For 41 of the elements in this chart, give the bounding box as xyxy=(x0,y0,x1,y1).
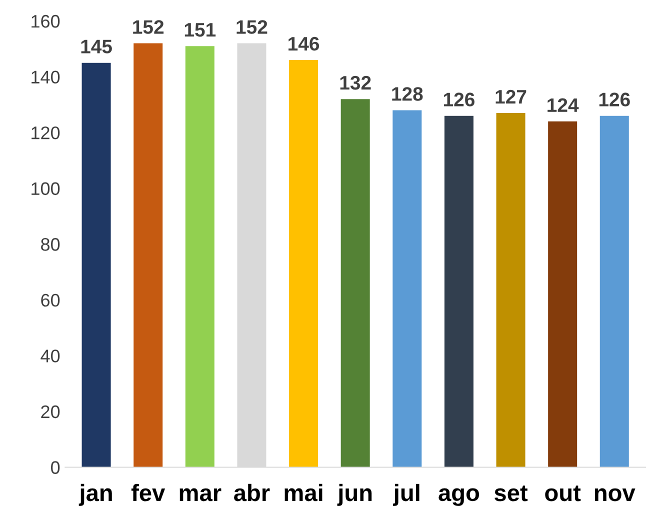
data-label: 152 xyxy=(236,20,268,34)
data-label: 146 xyxy=(288,36,320,51)
y-tick-label: 80 xyxy=(41,238,60,251)
data-label: 132 xyxy=(340,76,371,90)
y-tick-label: 40 xyxy=(40,350,60,362)
y-tick-label: 140 xyxy=(32,70,60,84)
x-tick-label: out xyxy=(545,486,581,502)
bar xyxy=(134,43,163,468)
x-tick-label: ago xyxy=(438,488,480,506)
x-tick-label: mar xyxy=(180,488,222,502)
bar xyxy=(496,113,526,468)
y-tick-label: 0 xyxy=(51,461,60,474)
bar xyxy=(392,110,422,468)
data-label: 126 xyxy=(599,92,630,106)
x-tick-label: nov xyxy=(594,488,636,502)
bar xyxy=(548,121,578,468)
bar xyxy=(82,62,111,468)
x-tick-label: fev xyxy=(131,484,166,502)
data-label: 124 xyxy=(548,98,579,112)
bar xyxy=(289,60,318,468)
x-tick-label: mai xyxy=(284,484,322,502)
y-tick-label: 60 xyxy=(41,294,60,307)
x-tick-label: jun xyxy=(337,484,372,506)
y-tick-label: 160 xyxy=(32,14,60,28)
data-label: 151 xyxy=(184,23,216,37)
x-tick-label: jan xyxy=(78,484,112,506)
x-tick-label: jul xyxy=(393,484,420,506)
y-tick-label: 20 xyxy=(41,405,60,418)
data-label: 145 xyxy=(81,40,112,54)
bar xyxy=(185,46,214,468)
x-tick-label: abr xyxy=(234,484,270,502)
bar xyxy=(444,116,474,468)
x-tick-label: set xyxy=(494,486,528,502)
y-tick-label: 120 xyxy=(32,126,60,140)
data-label: 128 xyxy=(392,87,423,101)
data-label: 126 xyxy=(444,92,474,106)
y-tick-label: 100 xyxy=(32,182,60,196)
bar xyxy=(600,116,629,468)
data-label: 127 xyxy=(496,90,526,104)
data-label: 152 xyxy=(133,20,164,34)
bar xyxy=(340,99,370,468)
